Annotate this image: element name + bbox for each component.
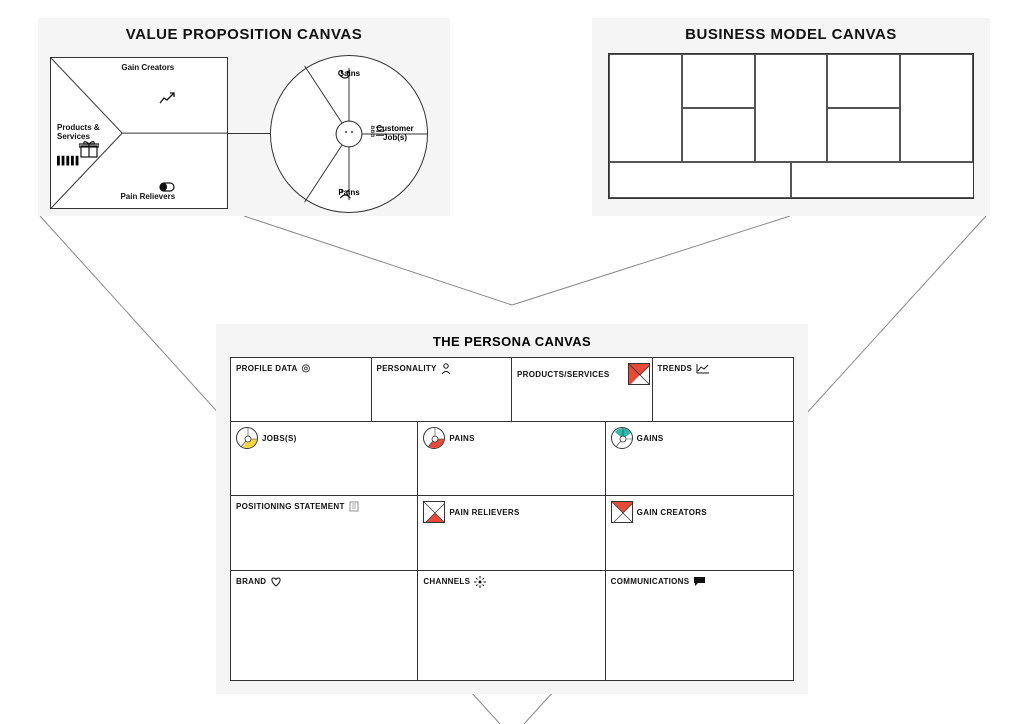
pc-cell-positioning: POSITIONING STATEMENT xyxy=(231,496,418,570)
pc-label-profile-data: PROFILE DATA xyxy=(236,364,298,373)
pc-cell-gains: GAINS xyxy=(606,422,793,496)
checklist-icon xyxy=(371,125,385,137)
persona-grid: PROFILE DATA ◎ PERSONALITY PRODUCTS/SERVI… xyxy=(230,357,794,681)
spark-icon xyxy=(474,576,486,588)
vpc-gain-creators-label: Gain Creators xyxy=(121,64,174,73)
mini-square-products-icon xyxy=(628,363,650,385)
pc-label-communications: COMMUNICATIONS xyxy=(611,577,690,586)
pc-label-channels: CHANNELS xyxy=(423,577,470,586)
frown-icon xyxy=(338,189,352,199)
pc-cell-brand: BRAND xyxy=(231,571,418,680)
vpc-customer-profile-circle: Gains Pains Customer Job(s) xyxy=(270,55,428,213)
pc-label-gains: GAINS xyxy=(637,434,664,443)
bmc-title: BUSINESS MODEL CANVAS xyxy=(592,18,990,49)
mini-circle-gains-icon xyxy=(611,427,633,449)
pc-cell-products-services: PRODUCTS/SERVICES xyxy=(512,358,653,422)
mini-square-gain-creators-icon xyxy=(611,501,633,523)
vpc-title: VALUE PROPOSITION CANVAS xyxy=(38,18,450,49)
pc-cell-trends: TRENDS xyxy=(653,358,794,422)
heart-icon xyxy=(270,576,282,587)
person-icon xyxy=(441,363,451,374)
vpc-customer-jobs-label: Customer Job(s) xyxy=(371,125,419,143)
chart-icon xyxy=(696,363,710,374)
vpc-value-map-square: Gain Creators Pain Relievers Products & … xyxy=(50,57,228,209)
pc-cell-gain-creators: GAIN CREATORS xyxy=(606,496,793,570)
business-model-canvas-panel: BUSINESS MODEL CANVAS xyxy=(592,18,990,216)
pc-label-jobs: JOBS(S) xyxy=(262,434,297,443)
vpc-connector-line xyxy=(228,133,270,134)
pc-label-pain-relievers: PAIN RELIEVERS xyxy=(449,508,519,517)
bmc-cell-key-activities xyxy=(682,54,755,108)
mini-square-pain-relievers-icon xyxy=(423,501,445,523)
pc-label-brand: BRAND xyxy=(236,577,266,586)
bmc-cell-channels xyxy=(827,108,900,162)
bmc-cell-customer-segments xyxy=(900,54,973,162)
bmc-grid xyxy=(608,53,974,199)
bmc-cell-key-partners xyxy=(609,54,682,162)
smile-icon xyxy=(338,70,352,80)
pc-label-gain-creators: GAIN CREATORS xyxy=(637,508,707,517)
persona-canvas-panel: THE PERSONA CANVAS PROFILE DATA ◎ PERSONA… xyxy=(216,324,808,694)
pc-cell-personality: PERSONALITY xyxy=(372,358,513,422)
speech-icon xyxy=(693,576,706,587)
pc-cell-communications: COMMUNICATIONS xyxy=(606,571,793,680)
pc-cell-pains: PAINS xyxy=(418,422,605,496)
pc-cell-channels: CHANNELS xyxy=(418,571,605,680)
bmc-cell-value-propositions xyxy=(755,54,828,162)
pc-label-products-services: PRODUCTS/SERVICES xyxy=(517,370,610,379)
pc-label-trends: TRENDS xyxy=(658,364,693,373)
pc-cell-profile-data: PROFILE DATA ◎ xyxy=(231,358,372,422)
pc-label-personality: PERSONALITY xyxy=(377,364,437,373)
pc-cell-pain-relievers: PAIN RELIEVERS xyxy=(418,496,605,570)
bmc-cell-revenue-streams xyxy=(791,162,973,198)
value-proposition-canvas-panel: VALUE PROPOSITION CANVAS Gain Creators P… xyxy=(38,18,450,216)
document-icon xyxy=(349,501,359,512)
bmc-cell-cost-structure xyxy=(609,162,791,198)
vpc-pain-relievers-label: Pain Relievers xyxy=(120,193,175,202)
mini-circle-pains-icon xyxy=(423,427,445,449)
pc-label-positioning: POSITIONING STATEMENT xyxy=(236,502,345,511)
persona-title: THE PERSONA CANVAS xyxy=(216,324,808,355)
bmc-cell-key-resources xyxy=(682,108,755,162)
vpc-pains-label: Pains xyxy=(338,189,359,198)
target-icon: ◎ xyxy=(302,363,311,374)
barcode-icon: ▌▌▌▌▌ xyxy=(57,156,80,165)
pc-label-pains: PAINS xyxy=(449,434,474,443)
vpc-gains-label: Gains xyxy=(338,70,360,79)
bmc-cell-customer-relationships xyxy=(827,54,900,108)
pc-cell-jobs: JOBS(S) xyxy=(231,422,418,496)
mini-circle-jobs-icon xyxy=(236,427,258,449)
